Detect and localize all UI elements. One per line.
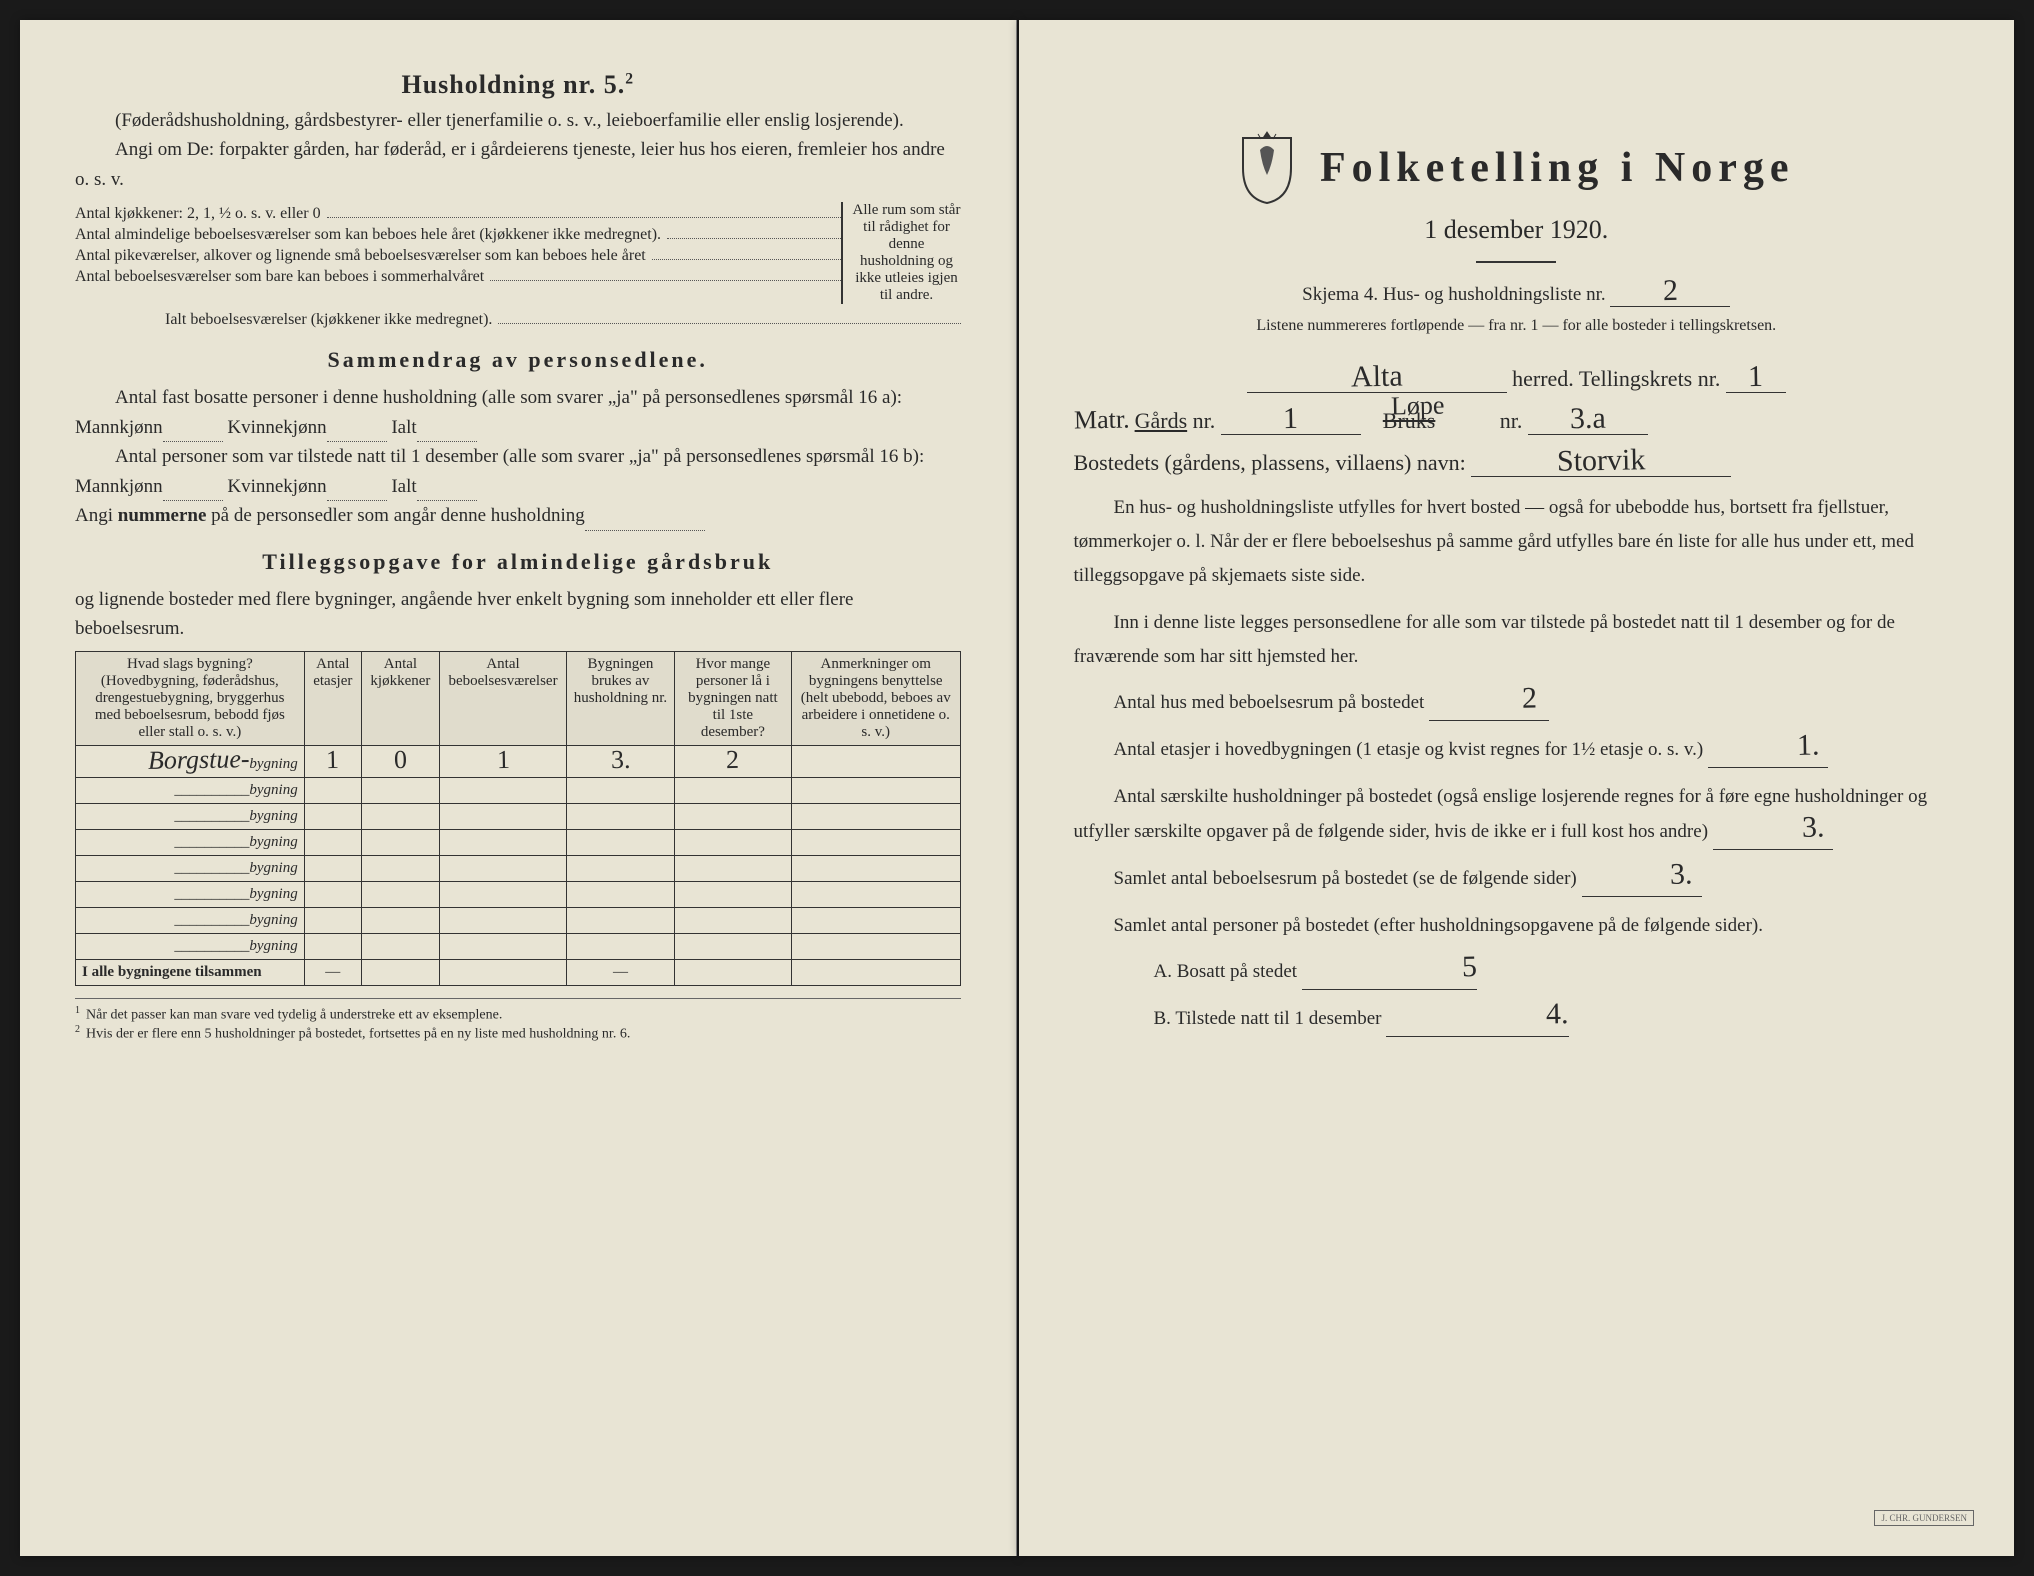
room-count-block: Antal kjøkkener: 2, 1, ½ o. s. v. eller … — [75, 202, 961, 304]
footnotes: 1Når det passer kan man svare ved tydeli… — [75, 998, 961, 1042]
summary-line-2: Antal personer som var tilstede natt til… — [75, 442, 961, 501]
table-row: __________bygning — [76, 882, 961, 908]
intro-angi: Angi om De: forpakter gården, har føderå… — [75, 135, 961, 194]
table-header: Anmerkninger om bygningens benyttelse (h… — [791, 652, 960, 746]
q5: Samlet antal personer på bostedet (efter… — [1074, 909, 1960, 943]
supplement-heading: Tilleggsopgave for almindelige gårdsbruk — [75, 549, 961, 575]
main-title: Folketelling i Norge — [1320, 144, 1795, 192]
herred-line: Alta herred. Tellingskrets nr. 1 — [1074, 365, 1960, 393]
table-header: Hvad slags bygning? (Hovedbygning, føder… — [76, 652, 305, 746]
bruks-nr-value: 3.a — [1570, 407, 1606, 432]
form-number-line: Skjema 4. Hus- og husholdningsliste nr. … — [1074, 279, 1960, 307]
table-header: Antal kjøkkener — [361, 652, 439, 746]
left-page: Husholdning nr. 5.2 (Føderådshusholdning… — [20, 20, 1017, 1556]
numbering-note: Listene nummereres fortløpende — fra nr.… — [1074, 317, 1960, 335]
table-row: __________bygning — [76, 778, 961, 804]
instructions-para-2: Inn i denne liste legges personsedlene f… — [1074, 606, 1960, 674]
summary-heading: Sammendrag av personsedlene. — [75, 347, 961, 373]
qB: B. Tilstede natt til 1 desember 4. — [1074, 1002, 1960, 1037]
household-heading: Husholdning nr. 5.2 — [75, 70, 961, 100]
q4: Samlet antal beboelsesrum på bostedet (s… — [1074, 862, 1960, 897]
table-total-label: I alle bygningene tilsammen — [76, 960, 305, 986]
total-rooms-label: Ialt beboelsesværelser (kjøkkener ikke m… — [165, 311, 492, 329]
gards-nr-value: 1 — [1283, 407, 1298, 431]
table-row: __________bygning — [76, 830, 961, 856]
table-header: Antal beboelsesværelser — [439, 652, 566, 746]
bosted-value: Storvik — [1557, 448, 1646, 474]
intro-paren: (Føderådshusholdning, gårdsbestyrer- ell… — [75, 106, 961, 135]
q2: Antal etasjer i hovedbygningen (1 etasje… — [1074, 733, 1960, 768]
q3: Antal særskilte husholdninger på bostede… — [1074, 780, 1960, 849]
table-header: Bygningen brukes av husholdning nr. — [567, 652, 675, 746]
table-row: Borgstue-bygning1013.2 — [76, 746, 961, 778]
table-header: Antal etasjer — [304, 652, 361, 746]
right-page: Folketelling i Norge 1 desember 1920. Sk… — [1019, 20, 2015, 1556]
census-date: 1 desember 1920. — [1074, 215, 1960, 245]
building-table: Hvad slags bygning? (Hovedbygning, føder… — [75, 651, 961, 986]
qA: A. Bosatt på stedet 5 — [1074, 955, 1960, 990]
table-row: __________bygning — [76, 908, 961, 934]
table-row: __________bygning — [76, 856, 961, 882]
coat-of-arms-icon — [1238, 130, 1296, 205]
divider — [1476, 261, 1556, 263]
document-spread: Husholdning nr. 5.2 (Føderådshusholdning… — [20, 20, 2014, 1556]
table-header: Hvor mange personer lå i bygningen natt … — [674, 652, 791, 746]
bosted-line: Bostedets (gårdens, plassens, villaens) … — [1074, 449, 1960, 477]
instructions-para-1: En hus- og husholdningsliste utfylles fo… — [1074, 491, 1960, 594]
table-row: __________bygning — [76, 804, 961, 830]
summary-line-1: Antal fast bosatte personer i denne hush… — [75, 383, 961, 442]
summary-line-3: Angi nummerne på de personsedler som ang… — [75, 501, 961, 530]
brace-note: Alle rum som står til rådighet for denne… — [841, 202, 961, 304]
gards-line: Matr. Gårds nr. 1 Bruks Løpe nr. 3.a — [1074, 407, 1960, 435]
printer-stamp: J. CHR. GUNDERSEN — [1874, 1510, 1974, 1526]
krets-value: 1 — [1748, 365, 1763, 389]
herred-value: Alta — [1351, 365, 1403, 390]
supplement-intro: og lignende bosteder med flere bygninger… — [75, 585, 961, 644]
q1: Antal hus med beboelsesrum på bostedet 2 — [1074, 686, 1960, 721]
table-row: __________bygning — [76, 934, 961, 960]
